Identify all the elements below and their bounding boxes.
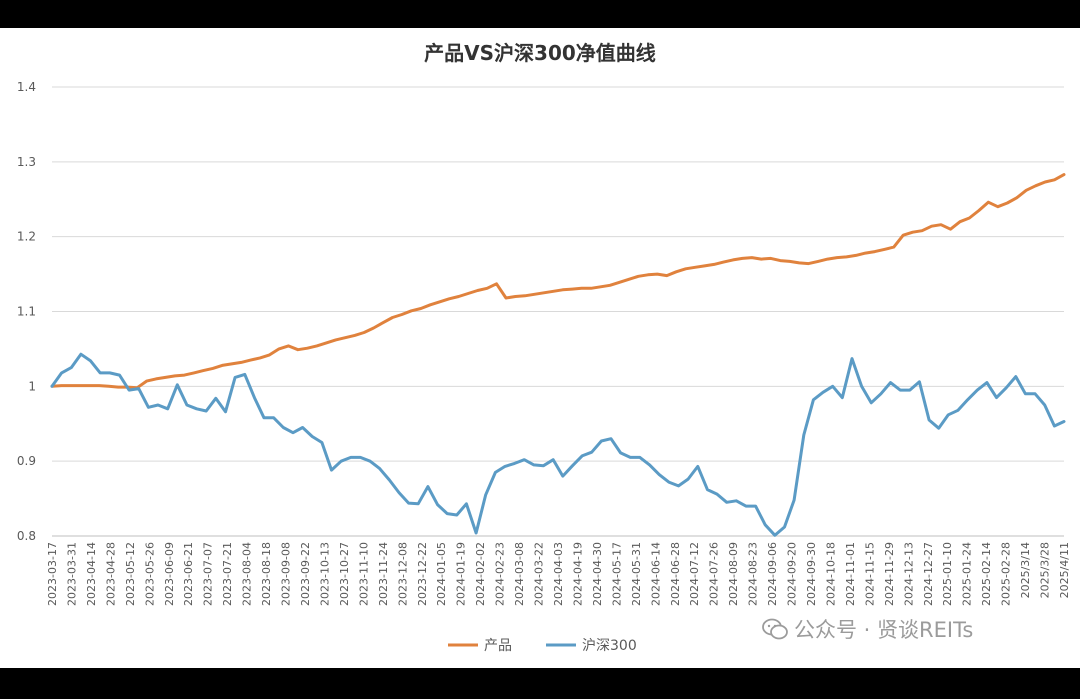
y-tick-label: 0.9 [17, 454, 36, 468]
x-tick-label: 2024-11-29 [883, 542, 896, 606]
x-tick-label: 2024-07-26 [708, 542, 721, 606]
x-tick-label: 2024-09-06 [766, 542, 779, 606]
x-tick-label: 2024-09-30 [805, 542, 818, 606]
x-tick-label: 2024-08-09 [727, 542, 740, 606]
x-tick-label: 2023-03-17 [46, 542, 59, 606]
x-tick-label: 2024-11-01 [844, 542, 857, 606]
x-tick-label: 2023-08-04 [241, 542, 254, 606]
chart-canvas: 产品VS沪深300净值曲线 0.8 0.9 1 1.1 1.2 1.3 1.4 2023-0… [0, 28, 1080, 668]
y-tick-label: 1.2 [17, 230, 36, 244]
x-tick-label: 2023-05-12 [124, 542, 137, 606]
x-tick-label: 2023-09-08 [280, 542, 293, 606]
x-tick-label: 2024-09-20 [786, 542, 799, 606]
x-tick-label: 2023-07-07 [202, 542, 215, 606]
legend-label: 产品 [484, 638, 512, 654]
x-tick-label: 2024-02-23 [494, 542, 507, 606]
x-tick-label: 2023-09-22 [299, 542, 312, 606]
line-chart: 产品VS沪深300净值曲线 0.8 0.9 1 1.1 1.2 1.3 1.4 2023-0… [17, 41, 1071, 654]
x-tick-label: 2024-01-19 [455, 542, 468, 606]
y-tick-label: 1.1 [17, 305, 36, 319]
chart-title: 产品VS沪深300净值曲线 [424, 41, 656, 65]
x-tick-label: 2024-06-28 [669, 542, 682, 606]
x-tick-label: 2023-06-21 [182, 542, 195, 606]
x-tick-label: 2024-06-14 [649, 542, 662, 606]
y-tick-label: 1.3 [17, 155, 36, 169]
x-tick-label: 2023-12-08 [396, 542, 409, 606]
x-tick-label: 2024-01-05 [435, 542, 448, 606]
x-tick-label: 2024-05-31 [630, 542, 643, 606]
x-tick-label: 2024-04-30 [591, 542, 604, 606]
x-tick-label: 2023-06-09 [163, 542, 176, 606]
x-tick-label: 2024-02-02 [474, 542, 487, 606]
x-tick-label: 2023-08-18 [260, 542, 273, 606]
x-tick-label: 2024-04-19 [571, 542, 584, 606]
x-tick-label: 2024-03-08 [513, 542, 526, 606]
x-tick-label: 2023-12-22 [416, 542, 429, 606]
x-tick-label: 2025-01-24 [961, 542, 974, 606]
y-tick-label: 0.8 [17, 529, 36, 543]
grid [52, 86, 1064, 537]
series-lines [50, 173, 1066, 537]
x-tick-label: 2025-02-28 [1000, 542, 1013, 606]
x-tick-label: 2024-05-17 [610, 542, 623, 606]
legend-label: 沪深300 [582, 638, 637, 654]
x-tick-label: 2024-12-27 [922, 542, 935, 606]
y-axis: 0.8 0.9 1 1.1 1.2 1.3 1.4 [17, 80, 36, 543]
x-axis: 2023-03-17 2023-03-31 2023-04-14 2023-04-28… [46, 535, 1071, 606]
y-tick-label: 1 [28, 379, 36, 393]
x-tick-label: 2023-11-24 [377, 542, 390, 606]
x-tick-label: 2024-03-22 [533, 542, 546, 606]
x-tick-label: 2023-10-13 [318, 542, 331, 606]
x-tick-label: 2024-04-03 [552, 542, 565, 606]
x-tick-label: 2025/3/14 [1019, 542, 1032, 598]
x-tick-label: 2024-12-13 [902, 542, 915, 606]
x-tick-label: 2023-04-28 [104, 542, 117, 606]
legend: 产品 沪深300 [448, 638, 637, 654]
x-tick-label: 2023-11-10 [357, 542, 370, 606]
x-tick-label: 2023-05-26 [143, 542, 156, 606]
x-tick-label: 2023-07-21 [221, 542, 234, 606]
x-tick-label: 2024-07-12 [688, 542, 701, 606]
series-line-0 [50, 173, 1066, 390]
x-tick-label: 2024-10-18 [824, 542, 837, 606]
x-tick-label: 2024-08-23 [747, 542, 760, 606]
x-tick-label: 2023-10-27 [338, 542, 351, 606]
x-tick-label: 2025/3/28 [1039, 542, 1052, 598]
x-tick-label: 2025-01-10 [941, 542, 954, 606]
y-tick-label: 1.4 [17, 80, 36, 94]
x-tick-label: 2024-11-15 [863, 542, 876, 606]
x-tick-label: 2025-02-14 [980, 542, 993, 606]
x-tick-label: 2023-04-14 [85, 542, 98, 606]
watermark-text: 公众号 · 贤谈REITs [794, 618, 974, 642]
watermark: 公众号 · 贤谈REITs [762, 614, 973, 644]
series-line-1 [50, 352, 1066, 537]
wechat-icon [762, 618, 788, 640]
x-tick-label: 2023-03-31 [65, 542, 78, 606]
x-tick-label: 2025/4/11 [1058, 542, 1071, 598]
